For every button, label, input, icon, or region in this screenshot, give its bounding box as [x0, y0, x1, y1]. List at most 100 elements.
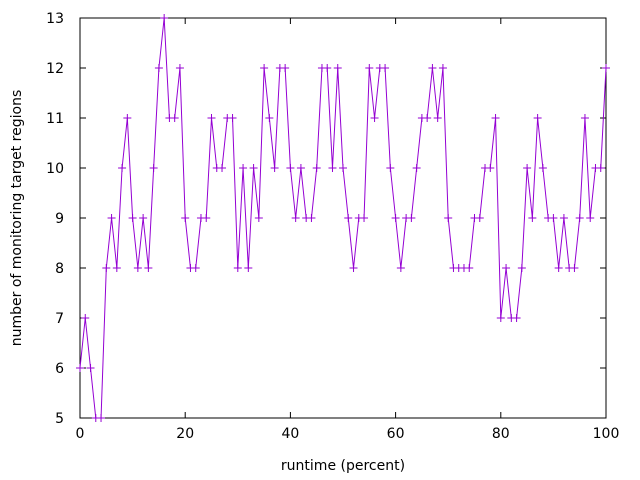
- data-point: [254, 214, 263, 222]
- data-point: [386, 164, 395, 172]
- data-point: [602, 64, 610, 72]
- data-point: [396, 264, 405, 272]
- data-point: [486, 164, 495, 172]
- data-point: [360, 214, 369, 222]
- x-axis-title: runtime (percent): [281, 458, 405, 474]
- data-point: [423, 114, 432, 122]
- y-tick-label: 10: [46, 161, 64, 177]
- data-point: [586, 214, 595, 222]
- data-point: [549, 214, 558, 222]
- data-point: [239, 164, 248, 172]
- data-point: [517, 264, 526, 272]
- data-point: [438, 64, 447, 72]
- data-point: [433, 114, 442, 122]
- data-point: [381, 64, 390, 72]
- data-point: [523, 164, 532, 172]
- data-point: [228, 114, 237, 122]
- x-tick-label: 40: [281, 426, 299, 442]
- data-point: [149, 164, 158, 172]
- data-point: [191, 264, 200, 272]
- data-point: [428, 64, 437, 72]
- data-point: [575, 214, 584, 222]
- data-point: [491, 114, 500, 122]
- data-point: [207, 114, 216, 122]
- data-point: [118, 164, 127, 172]
- data-point: [265, 114, 274, 122]
- data-point: [328, 164, 337, 172]
- data-point: [554, 264, 563, 272]
- y-tick-label: 6: [55, 361, 64, 377]
- data-point: [181, 214, 190, 222]
- data-point: [260, 64, 269, 72]
- data-point: [81, 314, 90, 322]
- data-point: [312, 164, 321, 172]
- data-point: [281, 64, 290, 72]
- x-tick-label: 20: [176, 426, 194, 442]
- y-tick-label: 12: [46, 61, 64, 77]
- data-point: [170, 114, 179, 122]
- data-point: [307, 214, 316, 222]
- data-point: [465, 264, 474, 272]
- data-point: [244, 264, 253, 272]
- data-point: [123, 114, 132, 122]
- data-point: [344, 214, 353, 222]
- data-point: [154, 64, 163, 72]
- data-point: [270, 164, 279, 172]
- data-point: [233, 264, 242, 272]
- data-point: [596, 164, 605, 172]
- x-tick-label: 0: [76, 426, 85, 442]
- data-point: [349, 264, 358, 272]
- data-point: [175, 64, 184, 72]
- data-point: [391, 214, 400, 222]
- x-tick-label: 100: [593, 426, 620, 442]
- data-point: [444, 214, 453, 222]
- series-line: [79, 17, 607, 419]
- data-point: [291, 214, 300, 222]
- data-point: [112, 264, 121, 272]
- data-point: [218, 164, 227, 172]
- data-point: [407, 214, 416, 222]
- y-tick-label: 13: [46, 11, 64, 27]
- data-point: [533, 114, 542, 122]
- data-point: [76, 364, 84, 372]
- data-point: [339, 164, 347, 172]
- x-tick-label: 80: [492, 426, 510, 442]
- data-point: [86, 364, 95, 372]
- data-point: [559, 214, 568, 222]
- data-point: [580, 114, 589, 122]
- data-point: [512, 314, 521, 322]
- data-point: [538, 164, 547, 172]
- data-point: [128, 214, 137, 222]
- data-point: [202, 214, 211, 222]
- data-point: [323, 64, 332, 72]
- data-point: [133, 264, 142, 272]
- data-point: [412, 164, 421, 172]
- data-point: [496, 314, 505, 322]
- y-tick-label: 9: [55, 211, 64, 227]
- data-point: [528, 214, 537, 222]
- plot-frame: [79, 17, 607, 419]
- y-tick-label: 11: [46, 111, 64, 127]
- data-point: [139, 214, 148, 222]
- data-point: [296, 164, 305, 172]
- data-point: [144, 264, 153, 272]
- data-point: [370, 114, 379, 122]
- y-tick-label: 5: [55, 411, 64, 427]
- data-point: [107, 214, 116, 222]
- data-point: [570, 264, 579, 272]
- data-point: [160, 14, 169, 22]
- data-point: [102, 264, 111, 272]
- data-point: [475, 214, 484, 222]
- data-point: [502, 264, 511, 272]
- x-tick-label: 60: [387, 426, 405, 442]
- y-axis-title: number of monitoring target regions: [9, 90, 25, 347]
- data-point: [365, 64, 374, 72]
- y-tick-label: 7: [55, 311, 64, 327]
- data-point: [97, 414, 106, 422]
- y-tick-label: 8: [55, 261, 64, 277]
- data-point: [333, 64, 342, 72]
- data-point: [286, 164, 295, 172]
- data-point: [249, 164, 258, 172]
